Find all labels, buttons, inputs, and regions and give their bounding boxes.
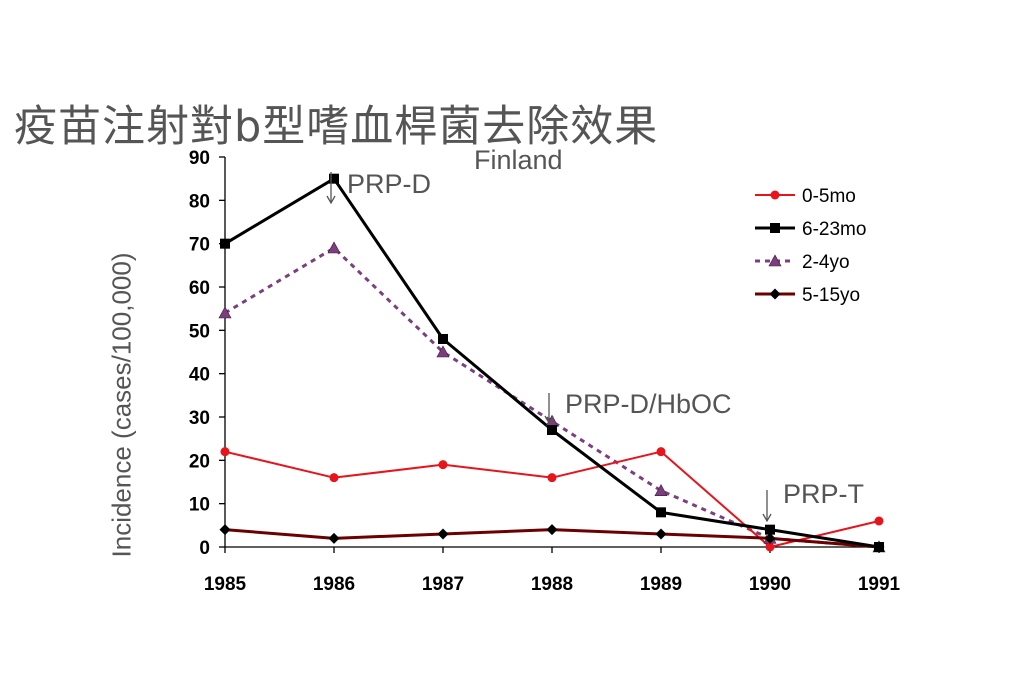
chart-subtitle: Finland <box>474 145 563 175</box>
legend-marker-0-5mo <box>770 190 780 200</box>
data-point-2-4yo <box>654 484 668 496</box>
data-point-5-15yo <box>764 532 776 544</box>
y-tick-label: 30 <box>189 408 210 429</box>
annotation-label: PRP-D <box>347 169 431 199</box>
legend-label-6-23mo: 6-23mo <box>802 219 866 240</box>
y-tick-label: 20 <box>189 451 210 472</box>
annotation-arrowhead <box>762 513 772 523</box>
data-point-5-15yo <box>328 532 340 544</box>
data-point-5-15yo <box>546 524 558 536</box>
data-point-6-23mo <box>329 173 339 184</box>
legend-label-2-4yo: 2-4yo <box>802 252 850 273</box>
data-point-2-4yo <box>218 306 232 319</box>
x-tick-label: 1987 <box>422 574 464 595</box>
data-point-0-5mo <box>656 447 666 457</box>
annotation-arrowhead <box>326 195 336 205</box>
data-point-6-23mo <box>656 507 666 518</box>
y-tick-label: 10 <box>189 495 210 516</box>
data-point-5-15yo <box>219 524 231 536</box>
data-point-0-5mo <box>329 473 339 483</box>
y-tick-label: 0 <box>199 538 210 559</box>
data-point-5-15yo <box>655 528 667 540</box>
data-point-0-5mo <box>874 516 884 526</box>
data-point-6-23mo <box>438 334 448 344</box>
x-tick-label: 1986 <box>313 574 355 595</box>
annotation-label: PRP-T <box>783 479 864 509</box>
y-tick-label: 70 <box>189 235 210 256</box>
data-point-5-15yo <box>437 528 449 540</box>
legend-label-5-15yo: 5-15yo <box>802 285 860 306</box>
y-tick-label: 40 <box>189 365 210 386</box>
x-tick-label: 1988 <box>531 574 573 595</box>
data-point-6-23mo <box>547 425 557 435</box>
y-tick-label: 60 <box>189 278 210 299</box>
y-tick-label: 90 <box>189 148 210 169</box>
data-point-0-5mo <box>765 542 775 552</box>
data-point-6-23mo <box>765 524 775 535</box>
y-tick-label: 80 <box>189 191 210 212</box>
series-line-6-23mo <box>224 177 880 549</box>
y-tick-label: 50 <box>189 321 210 342</box>
legend-marker-6-23mo <box>770 223 780 233</box>
annotation-arrowhead <box>544 415 554 425</box>
data-point-0-5mo <box>547 473 557 483</box>
data-point-0-5mo <box>220 447 230 457</box>
x-tick-label: 1985 <box>204 574 247 595</box>
x-tick-label: 1989 <box>640 574 682 595</box>
data-point-2-4yo <box>327 241 341 254</box>
data-point-6-23mo <box>874 542 884 552</box>
annotation-label: PRP-D/HbOC <box>565 389 732 419</box>
slide-title: 疫苗注射對b型嗜血桿菌去除效果 <box>14 102 659 152</box>
x-tick-label: 1991 <box>858 574 901 595</box>
legend-marker-2-4yo <box>768 254 782 267</box>
legend-marker-5-15yo <box>769 288 781 300</box>
x-tick-label: 1990 <box>749 574 791 595</box>
data-point-2-4yo <box>436 345 450 358</box>
data-point-6-23mo <box>220 238 230 249</box>
data-point-0-5mo <box>438 460 448 470</box>
legend-label-0-5mo: 0-5mo <box>802 186 856 207</box>
